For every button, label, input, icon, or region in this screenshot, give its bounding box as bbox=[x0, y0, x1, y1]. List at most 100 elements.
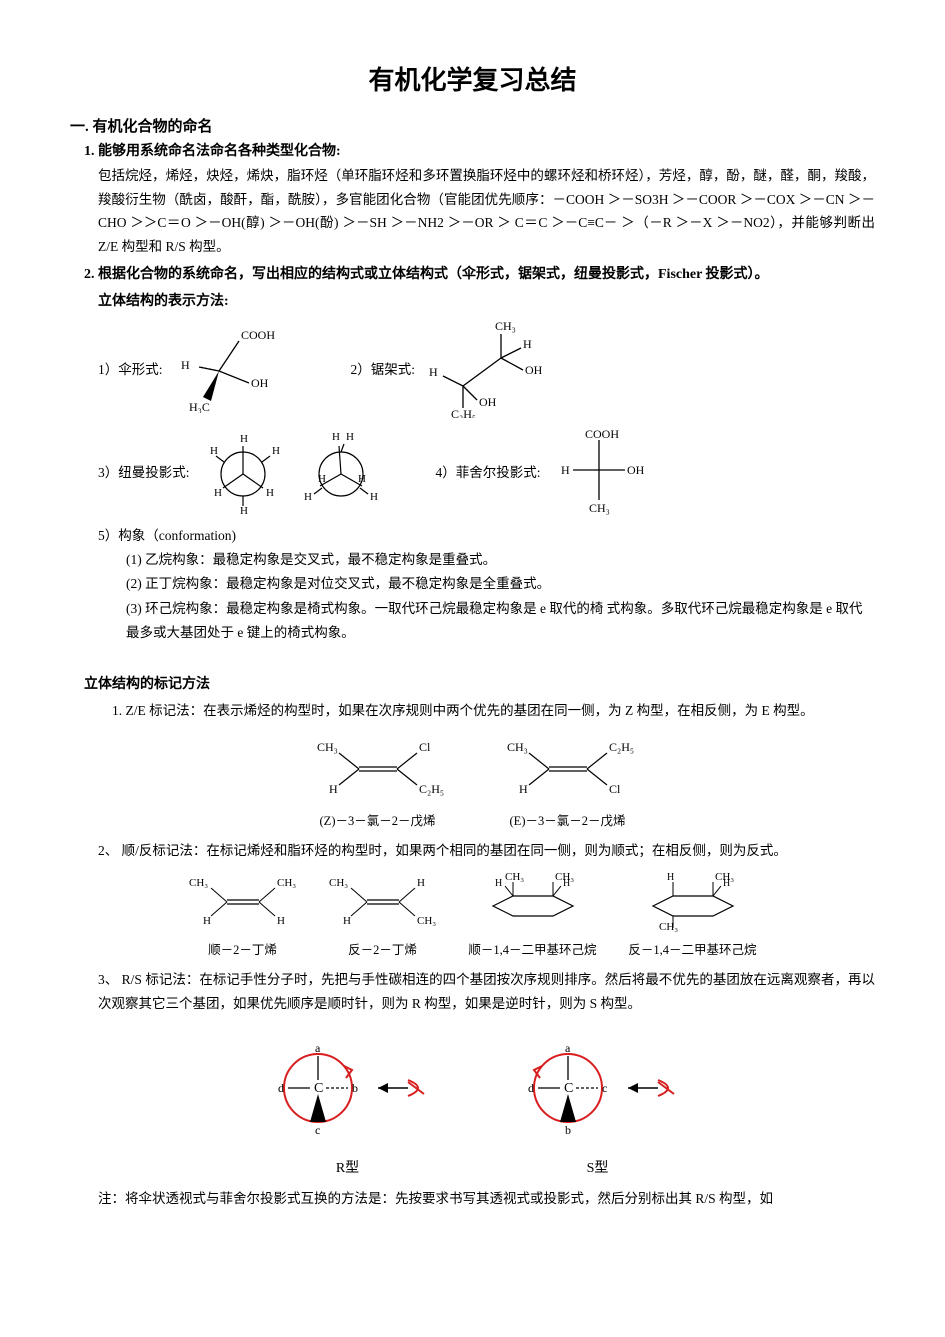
cis-fig-3: CH₃ CH₃ H H 顺－1,4－二甲基环己烷 bbox=[463, 872, 603, 958]
n2H3: H bbox=[304, 491, 312, 503]
section2-heading: 立体结构的标记方法 bbox=[84, 673, 875, 693]
label-ch3: CH₃ bbox=[495, 319, 516, 333]
cis-svg-1: CH₃ CH₃ H H bbox=[183, 872, 303, 932]
rs-r-c: C bbox=[314, 1081, 323, 1096]
page-title: 有机化学复习总结 bbox=[70, 60, 875, 97]
c2-h2: H bbox=[343, 915, 351, 927]
ze2-c2h5: C₂H₅ bbox=[609, 740, 634, 754]
cis-text: 2、 顺/反标记法：在标记烯烃和脂环烃的构型时，如果两个相同的基团在同一侧，则为… bbox=[98, 839, 875, 863]
formula-row-2: 3）纽曼投影式: H H H H H H bbox=[98, 426, 875, 516]
nH1: H bbox=[240, 433, 248, 445]
c3-h2: H bbox=[563, 878, 570, 889]
rs-r-d: d bbox=[278, 1081, 284, 1095]
item2-heading: 2. 根据化合物的系统命名，写出相应的结构式或立体结构式（伞形式，锯架式，纽曼投… bbox=[84, 263, 875, 287]
label-h3c: H₃C bbox=[189, 400, 210, 413]
rs-s-b: b bbox=[565, 1123, 571, 1137]
rs-s-c: C bbox=[564, 1081, 573, 1096]
form3-label: 3）纽曼投影式: bbox=[98, 461, 190, 481]
rs-svg-r: C a b c d bbox=[248, 1030, 448, 1150]
nH6: H bbox=[240, 505, 248, 516]
c2-ch3: CH₃ bbox=[329, 877, 348, 889]
cis-fig-2: CH₃ H H CH₃ 反－2－丁烯 bbox=[323, 872, 443, 958]
note-text: 注：将伞状透视式与菲舍尔投影式互换的方法是：先按要求书写其透视式或投影式，然后分… bbox=[98, 1187, 875, 1211]
label-h3: H bbox=[429, 365, 438, 379]
fischer-diagram: COOH H OH CH₃ bbox=[549, 426, 649, 516]
sawhorse-item: 2）锯架式: CH₃ H OH H OH C₂H₅ bbox=[351, 318, 554, 418]
ze-fig-1: CH₃ H Cl C₂H₅ (Z)－3－氯－2－戊烯 bbox=[303, 733, 453, 829]
ze2-cl: Cl bbox=[609, 782, 621, 796]
rs-svg-s: C a c b d bbox=[498, 1030, 698, 1150]
rs-r-a: a bbox=[315, 1041, 321, 1055]
ze-svg-1: CH₃ H Cl C₂H₅ bbox=[303, 733, 453, 803]
c1-ha: H bbox=[203, 915, 211, 927]
cis-svg-4: H CH₃ CH₃ H bbox=[623, 872, 763, 932]
f-h: H bbox=[561, 463, 570, 477]
conf2: (2) 正丁烷构象：最稳定构象是对位交叉式，最不稳定构象是全重叠式。 bbox=[126, 572, 875, 596]
label-cooh: COOH bbox=[241, 328, 275, 342]
newman-diagram-2: H H H H H H bbox=[296, 426, 386, 516]
ze1-ch3: CH₃ bbox=[317, 740, 338, 754]
rs-text: 3、 R/S 标记法：在标记手性分子时，先把与手性碳相连的四个基团按次序规则排序… bbox=[98, 968, 875, 1015]
newman-item: 3）纽曼投影式: H H H H H H bbox=[98, 426, 386, 516]
c1-hb: H bbox=[277, 915, 285, 927]
nH3: H bbox=[272, 445, 280, 457]
rs-cap1: R型 bbox=[248, 1157, 448, 1177]
cis-cap3: 顺－1,4－二甲基环己烷 bbox=[463, 939, 603, 958]
form1-label: 1）伞形式: bbox=[98, 358, 163, 378]
n2H2: H bbox=[346, 431, 354, 443]
nH2: H bbox=[210, 445, 218, 457]
label-oh: OH bbox=[251, 376, 269, 390]
f-cooh: COOH bbox=[585, 427, 619, 441]
label-oh2: OH bbox=[525, 363, 543, 377]
n2H4: H bbox=[318, 473, 326, 485]
umbrella-item: 1）伞形式: COOH OH H₃C H bbox=[98, 323, 281, 413]
formula-row-1: 1）伞形式: COOH OH H₃C H 2）锯架式: CH₃ bbox=[98, 318, 875, 418]
nH5: H bbox=[266, 487, 274, 499]
sawhorse-diagram: CH₃ H OH H OH C₂H₅ bbox=[423, 318, 553, 418]
rs-r-c2: c bbox=[315, 1123, 320, 1137]
n2H1: H bbox=[332, 431, 340, 443]
conf-block: (1) 乙烷构象：最稳定构象是交叉式，最不稳定构象是重叠式。 (2) 正丁烷构象… bbox=[126, 548, 875, 645]
label-c2h5: C₂H₅ bbox=[451, 407, 476, 418]
document-page: 有机化学复习总结 一. 有机化合物的命名 1. 能够用系统命名法命名各种类型化合… bbox=[0, 0, 945, 1250]
item1-heading: 1. 能够用系统命名法命名各种类型化合物: bbox=[84, 140, 875, 160]
label-h2: H bbox=[523, 337, 532, 351]
ze1-c2h5: C₂H₅ bbox=[419, 782, 444, 796]
n2H6: H bbox=[358, 473, 366, 485]
rs-s-a: a bbox=[565, 1041, 571, 1055]
c2-ch3b: CH₃ bbox=[417, 915, 436, 927]
c1-ch3a: CH₃ bbox=[189, 877, 208, 889]
f-ch3: CH₃ bbox=[589, 501, 610, 515]
label-oh3: OH bbox=[479, 395, 497, 409]
rs-fig-s: C a c b d S型 bbox=[498, 1030, 698, 1177]
cis-cap2: 反－2－丁烯 bbox=[323, 939, 443, 958]
c3-h1: H bbox=[495, 878, 502, 889]
rs-row: C a b c d R型 C bbox=[70, 1030, 875, 1177]
ze-fig-2: CH₃ H C₂H₅ Cl (E)－3－氯－2－戊烯 bbox=[493, 733, 643, 829]
umbrella-diagram: COOH OH H₃C H bbox=[171, 323, 281, 413]
cis-row: CH₃ CH₃ H H 顺－2－丁烯 CH₃ H H CH₃ 反－2－丁烯 bbox=[70, 872, 875, 958]
newman-diagram-1: H H H H H H bbox=[198, 426, 288, 516]
form2-label: 2）锯架式: bbox=[351, 358, 416, 378]
ze-cap1: (Z)－3－氯－2－戊烯 bbox=[303, 810, 453, 829]
cis-svg-2: CH₃ H H CH₃ bbox=[323, 872, 443, 932]
label-h: H bbox=[181, 358, 190, 372]
ze2-ch3: CH₃ bbox=[507, 740, 528, 754]
f-oh: OH bbox=[627, 463, 645, 477]
nH4: H bbox=[214, 487, 222, 499]
form4-label: 4）菲舍尔投影式: bbox=[436, 461, 541, 481]
cis-fig-1: CH₃ CH₃ H H 顺－2－丁烯 bbox=[183, 872, 303, 958]
rs-s-c2: c bbox=[602, 1081, 607, 1095]
item1-body: 包括烷烃，烯烃，炔烃，烯炔，脂环烃（单环脂环烃和多环置换脂环烃中的螺环烃和桥环烃… bbox=[98, 164, 875, 259]
rs-fig-r: C a b c d R型 bbox=[248, 1030, 448, 1177]
rs-s-d: d bbox=[528, 1081, 534, 1095]
form5-label: 5）构象（conformation) bbox=[98, 524, 875, 548]
ze1-h: H bbox=[329, 782, 338, 796]
c1-ch3b: CH₃ bbox=[277, 877, 296, 889]
n2H5: H bbox=[370, 491, 378, 503]
ze1-cl: Cl bbox=[419, 740, 431, 754]
fischer-item: 4）菲舍尔投影式: COOH H OH CH₃ bbox=[436, 426, 649, 516]
cis-svg-3: CH₃ CH₃ H H bbox=[463, 872, 603, 932]
ze-text: 1. Z/E 标记法：在表示烯烃的构型时，如果在次序规则中两个优先的基团在同一侧… bbox=[112, 699, 875, 723]
stereo-heading: 立体结构的表示方法: bbox=[98, 290, 875, 310]
